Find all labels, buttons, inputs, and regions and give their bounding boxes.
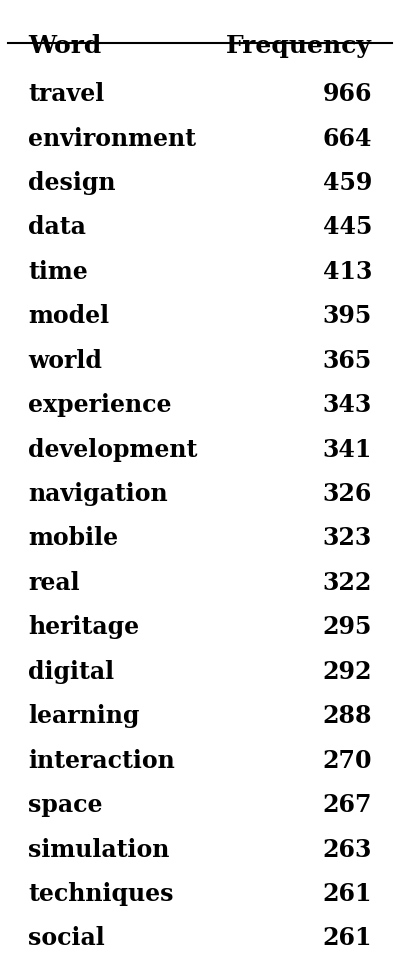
Text: Frequency: Frequency (226, 34, 372, 58)
Text: design: design (28, 171, 116, 195)
Text: 326: 326 (323, 482, 372, 506)
Text: simulation: simulation (28, 838, 169, 862)
Text: 365: 365 (323, 349, 372, 373)
Text: experience: experience (28, 393, 172, 417)
Text: data: data (28, 215, 86, 240)
Text: 267: 267 (322, 793, 372, 817)
Text: 395: 395 (323, 304, 372, 328)
Text: 323: 323 (323, 526, 372, 551)
Text: 288: 288 (322, 704, 372, 728)
Text: time: time (28, 260, 88, 284)
Text: 292: 292 (322, 660, 372, 684)
Text: navigation: navigation (28, 482, 168, 506)
Text: 261: 261 (322, 926, 372, 951)
Text: 664: 664 (322, 127, 372, 151)
Text: heritage: heritage (28, 615, 139, 639)
Text: digital: digital (28, 660, 114, 684)
Text: interaction: interaction (28, 749, 175, 773)
Text: development: development (28, 438, 197, 462)
Text: 343: 343 (323, 393, 372, 417)
Text: mobile: mobile (28, 526, 118, 551)
Text: 270: 270 (322, 749, 372, 773)
Text: social: social (28, 926, 105, 951)
Text: 445: 445 (323, 215, 372, 240)
Text: travel: travel (28, 82, 104, 106)
Text: learning: learning (28, 704, 139, 728)
Text: 413: 413 (323, 260, 372, 284)
Text: 295: 295 (323, 615, 372, 639)
Text: model: model (28, 304, 109, 328)
Text: 261: 261 (322, 882, 372, 906)
Text: 263: 263 (323, 838, 372, 862)
Text: real: real (28, 571, 80, 595)
Text: 459: 459 (323, 171, 372, 195)
Text: techniques: techniques (28, 882, 174, 906)
Text: 341: 341 (323, 438, 372, 462)
Text: environment: environment (28, 127, 196, 151)
Text: 966: 966 (322, 82, 372, 106)
Text: Word: Word (28, 34, 101, 58)
Text: space: space (28, 793, 102, 817)
Text: 322: 322 (323, 571, 372, 595)
Text: world: world (28, 349, 102, 373)
